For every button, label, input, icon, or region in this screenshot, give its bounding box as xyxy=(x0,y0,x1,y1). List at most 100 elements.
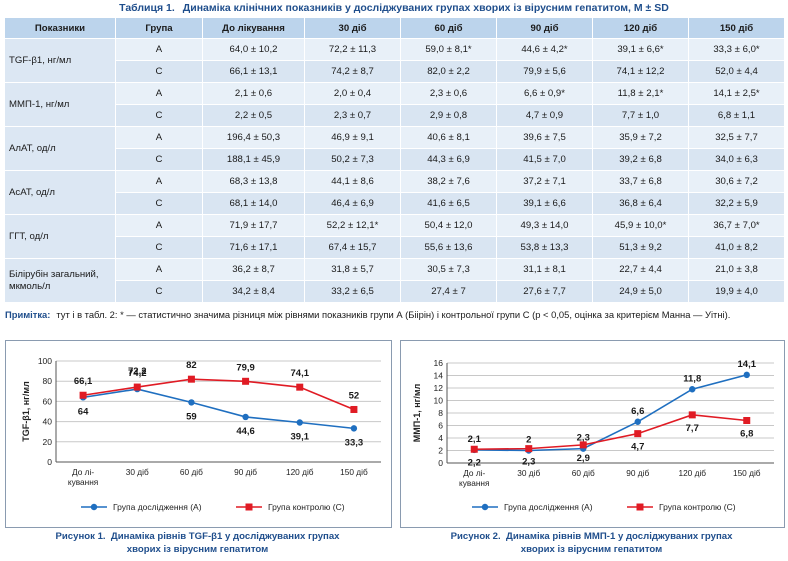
table-row: C 68,1 ± 14,0 46,4 ± 6,9 41,6 ± 6,5 39,1… xyxy=(5,193,785,215)
x-tick-label: 150 діб xyxy=(340,467,368,477)
table-cell: 68,1 ± 14,0 xyxy=(203,193,305,215)
table-cell: 46,4 ± 6,9 xyxy=(305,193,401,215)
y-tick-label: 10 xyxy=(434,396,444,406)
data-label: 39,1 xyxy=(291,432,310,443)
x-tick-label: 150 діб xyxy=(733,468,761,478)
figure-1-number: Рисунок 1. xyxy=(55,531,106,542)
table-cell: A xyxy=(116,83,203,105)
indicator-cell: АлАТ, од/л xyxy=(5,127,116,171)
table-cell: 50,4 ± 12,0 xyxy=(401,215,497,237)
table-cell: 2,0 ± 0,4 xyxy=(305,83,401,105)
table-row: C 188,1 ± 45,9 50,2 ± 7,3 44,3 ± 6,9 41,… xyxy=(5,149,785,171)
series-line-group-a xyxy=(474,374,747,452)
legend-label: Група контролю (С) xyxy=(268,502,345,512)
data-label: 79,9 xyxy=(236,362,255,373)
table-cell: 2,1 ± 0,6 xyxy=(203,83,305,105)
data-label: 59 xyxy=(186,411,197,422)
y-tick-label: 16 xyxy=(434,358,444,368)
data-label: 64 xyxy=(78,406,89,417)
table-cell: 39,1 ± 6,6 xyxy=(497,193,593,215)
table-cell: C xyxy=(116,105,203,127)
table-cell: 37,2 ± 7,1 xyxy=(497,171,593,193)
table-cell: 24,9 ± 5,0 xyxy=(593,281,689,303)
table-cell: 27,4 ± 7 xyxy=(401,281,497,303)
table-cell: 44,1 ± 8,6 xyxy=(305,171,401,193)
data-label: 11,8 xyxy=(683,373,701,384)
table-cell: 2,3 ± 0,7 xyxy=(305,105,401,127)
x-tick-label: 90 діб xyxy=(626,468,649,478)
table-cell: 40,6 ± 8,1 xyxy=(401,127,497,149)
data-label: 4,7 xyxy=(631,442,644,453)
table-cell: 21,0 ± 3,8 xyxy=(689,259,785,281)
table-cell: 82,0 ± 2,2 xyxy=(401,61,497,83)
data-label: 2,3 xyxy=(577,433,590,444)
data-point-group-c xyxy=(743,417,751,424)
table-cell: 59,0 ± 8,1* xyxy=(401,39,497,61)
table-cell: 6,8 ± 1,1 xyxy=(689,105,785,127)
table-cell: 35,9 ± 7,2 xyxy=(593,127,689,149)
table-cell: 33,3 ± 6,0* xyxy=(689,39,785,61)
figure-1-line2: хворих із вірусним гепатитом xyxy=(126,544,269,555)
table-cell: 72,2 ± 11,3 xyxy=(305,39,401,61)
table-caption-number: Таблиця 1. xyxy=(119,2,175,14)
figure-2-caption: Рисунок 2. Динаміка рівнів ММП-1 у дослі… xyxy=(400,530,783,556)
table-cell: 44,6 ± 4,2* xyxy=(497,39,593,61)
table-cell: 55,6 ± 13,6 xyxy=(401,237,497,259)
data-point-group-c xyxy=(634,430,642,438)
legend-label: Група дослідження (А) xyxy=(113,502,202,512)
table-cell: A xyxy=(116,215,203,237)
chart-tgf-beta1: 0 20 40 60 80 100 TGF-β1, нг/мл До лі-кування 30… xyxy=(21,356,381,512)
data-label: 44,6 xyxy=(236,426,255,437)
data-label: 2,9 xyxy=(577,453,590,464)
legend-label: Група дослідження (А) xyxy=(504,502,593,512)
table-cell: 32,2 ± 5,9 xyxy=(689,193,785,215)
y-axis-label: ММП-1, нг/мл xyxy=(412,383,422,442)
y-tick-label: 0 xyxy=(47,457,52,467)
data-point-group-c xyxy=(296,383,304,391)
data-label: 2,2 xyxy=(468,457,481,468)
data-point-group-a xyxy=(242,413,249,421)
table-row: ММП-1, нг/мл A 2,1 ± 0,6 2,0 ± 0,4 2,3 ±… xyxy=(5,83,785,127)
table-row: АлАТ, од/л A 196,4 ± 50,3 46,9 ± 9,1 40,… xyxy=(5,127,785,171)
table-cell: 49,3 ± 14,0 xyxy=(497,215,593,237)
table-cell: A xyxy=(116,171,203,193)
table-cell: 36,7 ± 7,0* xyxy=(689,215,785,237)
table-cell: 4,7 ± 0,9 xyxy=(497,105,593,127)
table-row: Білірубін загальний, мкмоль/л A 36,2 ± 8… xyxy=(5,259,785,303)
legend-label: Група контролю (С) xyxy=(659,502,736,512)
header-indicator: Показники xyxy=(5,18,116,39)
table-cell: 66,1 ± 13,1 xyxy=(203,61,305,83)
table-cell: 39,1 ± 6,6* xyxy=(593,39,689,61)
table-cell: 31,8 ± 5,7 xyxy=(305,259,401,281)
table-caption: Таблиця 1. Динаміка клінічних показників … xyxy=(0,2,788,14)
x-tick-label: До лі- xyxy=(463,468,485,478)
y-tick-label: 100 xyxy=(38,356,52,366)
table-cell: 39,6 ± 7,5 xyxy=(497,127,593,149)
indicator-cell: АсАТ, од/л xyxy=(5,171,116,215)
table-cell: 32,5 ± 7,7 xyxy=(689,127,785,149)
table-caption-text: Динаміка клінічних показників у досліджу… xyxy=(182,2,669,14)
data-label: 52 xyxy=(349,390,360,401)
table-row: C 34,2 ± 8,4 33,2 ± 6,5 27,4 ± 7 27,6 ± … xyxy=(5,281,785,303)
table-cell: 19,9 ± 4,0 xyxy=(689,281,785,303)
note-text: тут і в табл. 2: * — статистично значима… xyxy=(56,309,731,320)
table-cell: 27,6 ± 7,7 xyxy=(497,281,593,303)
table-cell: A xyxy=(116,259,203,281)
header-150: 150 діб xyxy=(689,18,785,39)
x-tick-label: 30 діб xyxy=(517,468,540,478)
x-tick-label: 120 діб xyxy=(678,468,706,478)
header-before: До лікування xyxy=(203,18,305,39)
x-tick-label: 120 діб xyxy=(286,467,314,477)
data-point-group-a xyxy=(188,399,195,406)
table-cell: 30,6 ± 7,2 xyxy=(689,171,785,193)
header-60: 60 діб xyxy=(401,18,497,39)
figure-2-number: Рисунок 2. xyxy=(450,531,501,542)
legend-marker-group-a xyxy=(481,503,489,511)
figure-2-line2: хворих із вірусним гепатитом xyxy=(520,544,663,555)
table-cell: A xyxy=(116,39,203,61)
figure-1-caption: Рисунок 1. Динаміка рівнів TGF-β1 у досл… xyxy=(5,530,390,556)
table-cell: 11,8 ± 2,1* xyxy=(593,83,689,105)
table-cell: 196,4 ± 50,3 xyxy=(203,127,305,149)
table-cell: 71,9 ± 17,7 xyxy=(203,215,305,237)
data-point-group-a xyxy=(296,419,303,426)
